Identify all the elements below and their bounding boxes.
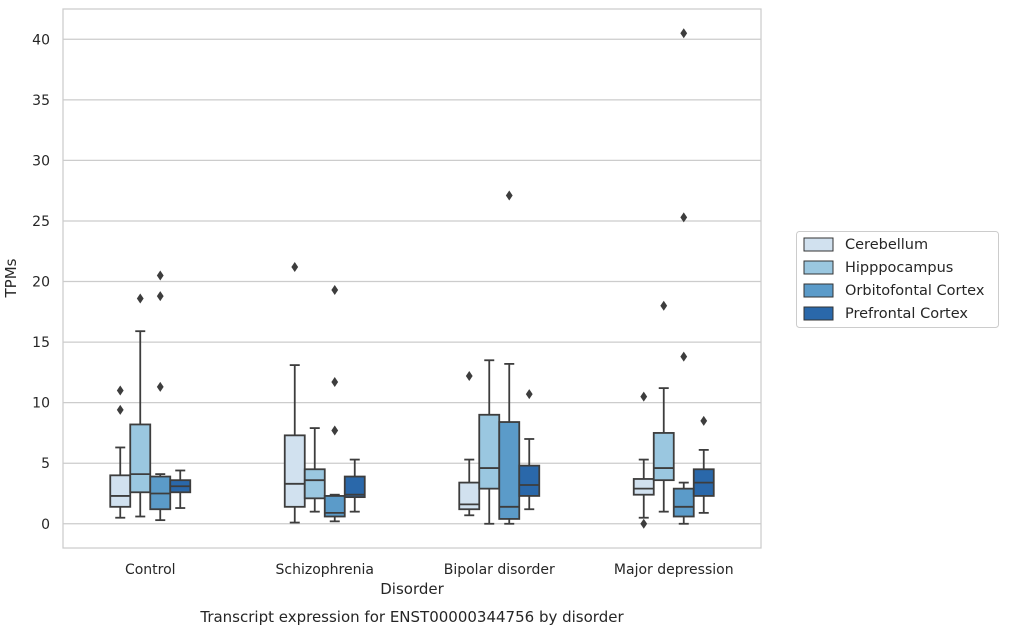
box [283, 261, 306, 524]
box [323, 285, 346, 523]
outlier-point [465, 371, 473, 382]
box [343, 458, 366, 513]
gridlines [63, 38, 761, 525]
box-body [343, 475, 366, 499]
box-body [303, 468, 326, 500]
outlier-point [640, 518, 648, 529]
outlier-point [680, 212, 688, 223]
outlier-point [700, 415, 708, 426]
box-body [672, 487, 695, 518]
legend-label: Prefrontal Cortex [845, 306, 968, 322]
box [632, 391, 655, 529]
outlier-point [291, 261, 299, 272]
outlier-point [680, 351, 688, 362]
box-body [498, 421, 521, 520]
box [109, 385, 132, 519]
y-tick-label: 35 [32, 93, 50, 109]
outlier-point [156, 291, 164, 302]
box-body [518, 464, 541, 497]
y-tick-label: 15 [32, 335, 50, 351]
box-body [283, 434, 306, 508]
outlier-point [156, 270, 164, 281]
outlier-point [156, 381, 164, 392]
box [149, 270, 172, 522]
x-tick-label: Major depression [614, 562, 734, 578]
box-body [109, 474, 132, 508]
box [692, 415, 715, 514]
y-axis-label: TPMs [2, 258, 20, 298]
legend-swatch [803, 260, 834, 275]
y-tick-labels: 0 5 10 15 20 25 30 35 40 [32, 32, 50, 532]
box [498, 190, 521, 525]
outlier-point [116, 404, 124, 415]
y-tick-label: 20 [32, 275, 50, 291]
box-body [478, 413, 501, 490]
box-body [323, 495, 346, 518]
box [672, 28, 695, 525]
y-tick-label: 25 [32, 214, 50, 230]
box [518, 389, 541, 511]
outlier-point [331, 285, 339, 296]
outlier-point [640, 391, 648, 402]
x-tick-label: Control [125, 562, 176, 578]
x-tick-labels: Control Schizophrenia Bipolar disorder Majo… [125, 562, 734, 578]
outlier-point [505, 190, 513, 201]
box [458, 371, 481, 517]
y-tick-label: 0 [41, 517, 50, 533]
x-tick-label: Schizophrenia [276, 562, 374, 578]
outlier-point [116, 385, 124, 396]
outlier-point [660, 300, 668, 311]
legend-frame [796, 231, 999, 328]
x-axis-label: Disorder [380, 580, 444, 598]
legend: Cerebellum Hipppocampus Orbitofontal Corte… [796, 231, 999, 328]
x-tick-label: Bipolar disorder [444, 562, 555, 578]
plot-frame [62, 8, 762, 549]
chart-title: Transcript expression for ENST0000034475… [199, 608, 624, 626]
y-tick-label: 10 [32, 396, 50, 412]
box [169, 469, 192, 509]
outlier-point [525, 389, 533, 400]
y-tick-label: 40 [32, 32, 50, 48]
box-body [458, 481, 481, 511]
legend-swatch [803, 306, 834, 321]
box [303, 427, 326, 513]
legend-label: Orbitofontal Cortex [845, 283, 985, 299]
box-body [129, 423, 152, 494]
legend-swatch [803, 283, 834, 298]
box-series [109, 28, 715, 529]
legend-label: Cerebellum [845, 237, 928, 253]
outlier-point [680, 28, 688, 39]
box [652, 300, 675, 513]
outlier-point [136, 293, 144, 304]
legend-label: Hipppocampus [845, 260, 953, 276]
box [129, 293, 152, 518]
box-body [652, 432, 675, 482]
y-tick-label: 30 [32, 153, 50, 169]
legend-swatch [803, 237, 834, 252]
y-tick-label: 5 [41, 456, 50, 472]
outlier-point [331, 425, 339, 436]
box-body [632, 478, 655, 496]
outlier-point [331, 377, 339, 388]
